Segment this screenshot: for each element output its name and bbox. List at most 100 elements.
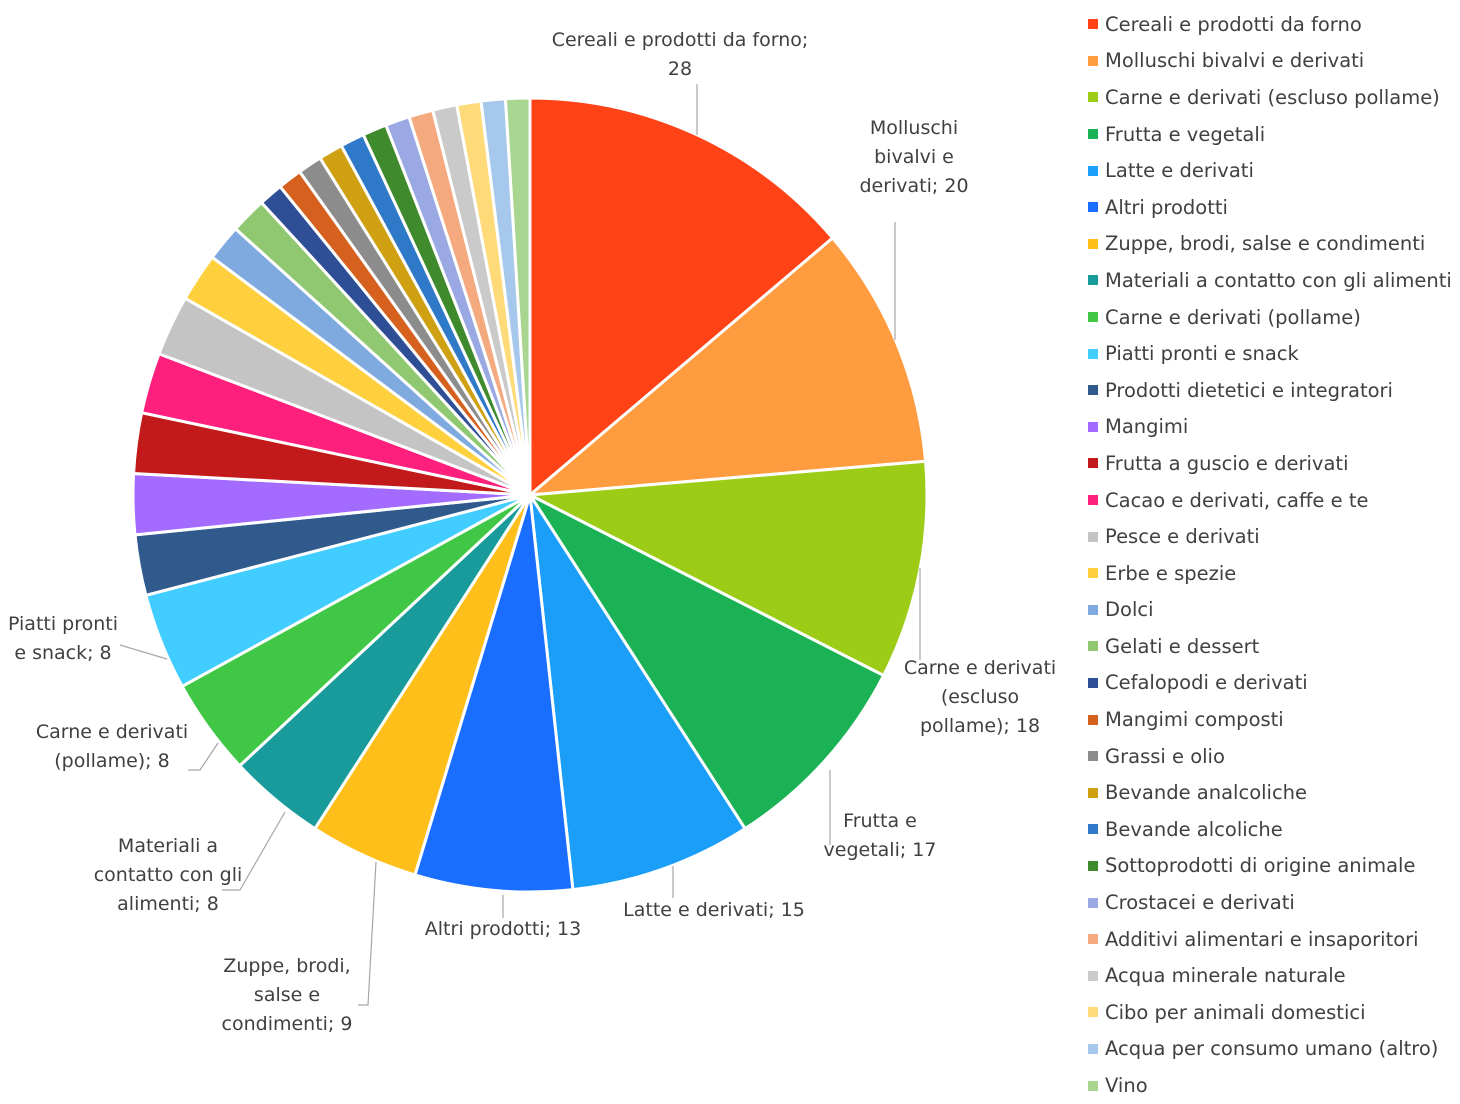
legend-item: Gelati e dessert	[1088, 628, 1452, 665]
pie-slices	[131, 96, 929, 894]
legend-label: Zuppe, brodi, salse e condimenti	[1105, 232, 1426, 256]
legend-label: Frutta e vegetali	[1105, 122, 1266, 146]
legend-label: Materiali a contatto con gli alimenti	[1105, 268, 1452, 292]
data-label: Altri prodotti; 13	[425, 918, 581, 940]
legend-label: Latte e derivati	[1105, 159, 1254, 183]
legend-swatch	[1088, 1007, 1098, 1018]
legend-item: Cacao e derivati, caffe e te	[1088, 482, 1452, 519]
legend-item: Carne e derivati (pollame)	[1088, 299, 1452, 336]
legend-label: Dolci	[1105, 598, 1154, 622]
legend: Cereali e prodotti da forno Molluschi biv…	[1088, 6, 1452, 1104]
legend-label: Mangimi	[1105, 415, 1189, 439]
legend-swatch	[1088, 202, 1098, 213]
legend-label: Mangimi composti	[1105, 708, 1284, 732]
legend-item: Crostacei e derivati	[1088, 884, 1452, 921]
legend-label: Vino	[1105, 1074, 1148, 1098]
legend-swatch	[1088, 751, 1098, 762]
legend-swatch	[1088, 860, 1098, 871]
legend-label: Carne e derivati (pollame)	[1105, 305, 1361, 329]
legend-label: Bevande analcoliche	[1105, 781, 1308, 805]
data-label: Latte e derivati; 15	[623, 899, 805, 921]
pie-slice	[413, 493, 575, 894]
legend-swatch	[1088, 238, 1098, 249]
legend-swatch	[1088, 1080, 1098, 1091]
legend-item: Prodotti dietetici e integratori	[1088, 372, 1452, 409]
leader-line	[222, 811, 286, 891]
legend-swatch	[1088, 604, 1098, 615]
legend-item: Dolci	[1088, 592, 1452, 629]
legend-swatch	[1088, 275, 1098, 286]
legend-swatch	[1088, 787, 1098, 798]
legend-swatch	[1088, 129, 1098, 140]
legend-item: Bevande analcoliche	[1088, 774, 1452, 811]
legend-swatch	[1088, 421, 1098, 432]
legend-item: Sottoprodotti di origine animale	[1088, 848, 1452, 885]
legend-swatch	[1088, 897, 1098, 908]
legend-label: Cacao e derivati, caffe e te	[1105, 488, 1369, 512]
legend-label: Gelati e dessert	[1105, 634, 1260, 658]
legend-label: Sottoprodotti di origine animale	[1105, 854, 1416, 878]
legend-swatch	[1088, 165, 1098, 176]
data-label: Cereali e prodotti da forno; 28	[552, 29, 809, 80]
pie-slice	[528, 493, 886, 831]
legend-swatch	[1088, 55, 1098, 66]
legend-item: Vino	[1088, 1067, 1452, 1104]
legend-swatch	[1088, 677, 1098, 688]
legend-item: Erbe e spezie	[1088, 555, 1452, 592]
legend-swatch	[1088, 824, 1098, 835]
legend-label: Piatti pronti e snack	[1105, 342, 1299, 366]
legend-label: Prodotti dietetici e integratori	[1105, 378, 1393, 402]
legend-swatch	[1088, 934, 1098, 945]
legend-swatch	[1088, 970, 1098, 981]
legend-label: Crostacei e derivati	[1105, 891, 1295, 915]
data-label: Materiali a contatto con gli alimenti; 8	[94, 835, 243, 915]
legend-item: Cefalopodi e derivati	[1088, 665, 1452, 702]
data-label: Carne e derivati (pollame); 8	[36, 721, 188, 772]
legend-swatch	[1088, 531, 1098, 542]
legend-item: Pesce e derivati	[1088, 518, 1452, 555]
legend-item: Latte e derivati	[1088, 152, 1452, 189]
legend-label: Carne e derivati (escluso pollame)	[1105, 85, 1440, 109]
pie-slice	[503, 96, 532, 497]
legend-label: Frutta a guscio e derivati	[1105, 451, 1349, 475]
legend-swatch	[1088, 1043, 1098, 1054]
leader-lines	[119, 84, 921, 1006]
legend-item: Carne e derivati (escluso pollame)	[1088, 79, 1452, 116]
legend-item: Bevande alcoliche	[1088, 811, 1452, 848]
legend-swatch	[1088, 19, 1098, 30]
legend-swatch	[1088, 312, 1098, 323]
legend-item: Mangimi	[1088, 409, 1452, 446]
pie-chart: Cereali e prodotti da forno; 28 Molluschi b…	[8, 29, 1056, 1035]
data-label: Molluschi bivalvi e derivati; 20	[859, 117, 968, 197]
legend-label: Cefalopodi e derivati	[1105, 671, 1308, 695]
legend-label: Altri prodotti	[1105, 195, 1228, 219]
legend-swatch	[1088, 714, 1098, 725]
legend-label: Grassi e olio	[1105, 744, 1225, 768]
leader-line	[119, 644, 168, 660]
legend-item: Altri prodotti	[1088, 189, 1452, 226]
legend-swatch	[1088, 568, 1098, 579]
legend-label: Pesce e derivati	[1105, 525, 1260, 549]
legend-item: Molluschi bivalvi e derivati	[1088, 43, 1452, 80]
legend-label: Bevande alcoliche	[1105, 817, 1283, 841]
pie-slice	[528, 493, 747, 892]
legend-item: Grassi e olio	[1088, 738, 1452, 775]
legend-label: Acqua minerale naturale	[1105, 964, 1346, 988]
data-label: Frutta e vegetali; 17	[824, 810, 937, 861]
legend-label: Cibo per animali domestici	[1105, 1000, 1366, 1024]
legend-swatch	[1088, 495, 1098, 506]
legend-item: Frutta a guscio e derivati	[1088, 445, 1452, 482]
legend-item: Mangimi composti	[1088, 701, 1452, 738]
data-label: Piatti pronti e snack; 8	[8, 613, 118, 664]
legend-label: Additivi alimentari e insaporitori	[1105, 927, 1419, 951]
leader-line	[188, 742, 219, 771]
legend-label: Acqua per consumo umano (altro)	[1105, 1037, 1439, 1061]
legend-item: Zuppe, brodi, salse e condimenti	[1088, 226, 1452, 263]
pie-slice	[528, 236, 928, 497]
legend-item: Piatti pronti e snack	[1088, 335, 1452, 372]
legend-item: Cereali e prodotti da forno	[1088, 6, 1452, 43]
data-label: Carne e derivati (escluso pollame); 18	[904, 657, 1056, 737]
legend-label: Erbe e spezie	[1105, 561, 1237, 585]
legend-label: Cereali e prodotti da forno	[1105, 12, 1362, 36]
legend-item: Additivi alimentari e insaporitori	[1088, 921, 1452, 958]
